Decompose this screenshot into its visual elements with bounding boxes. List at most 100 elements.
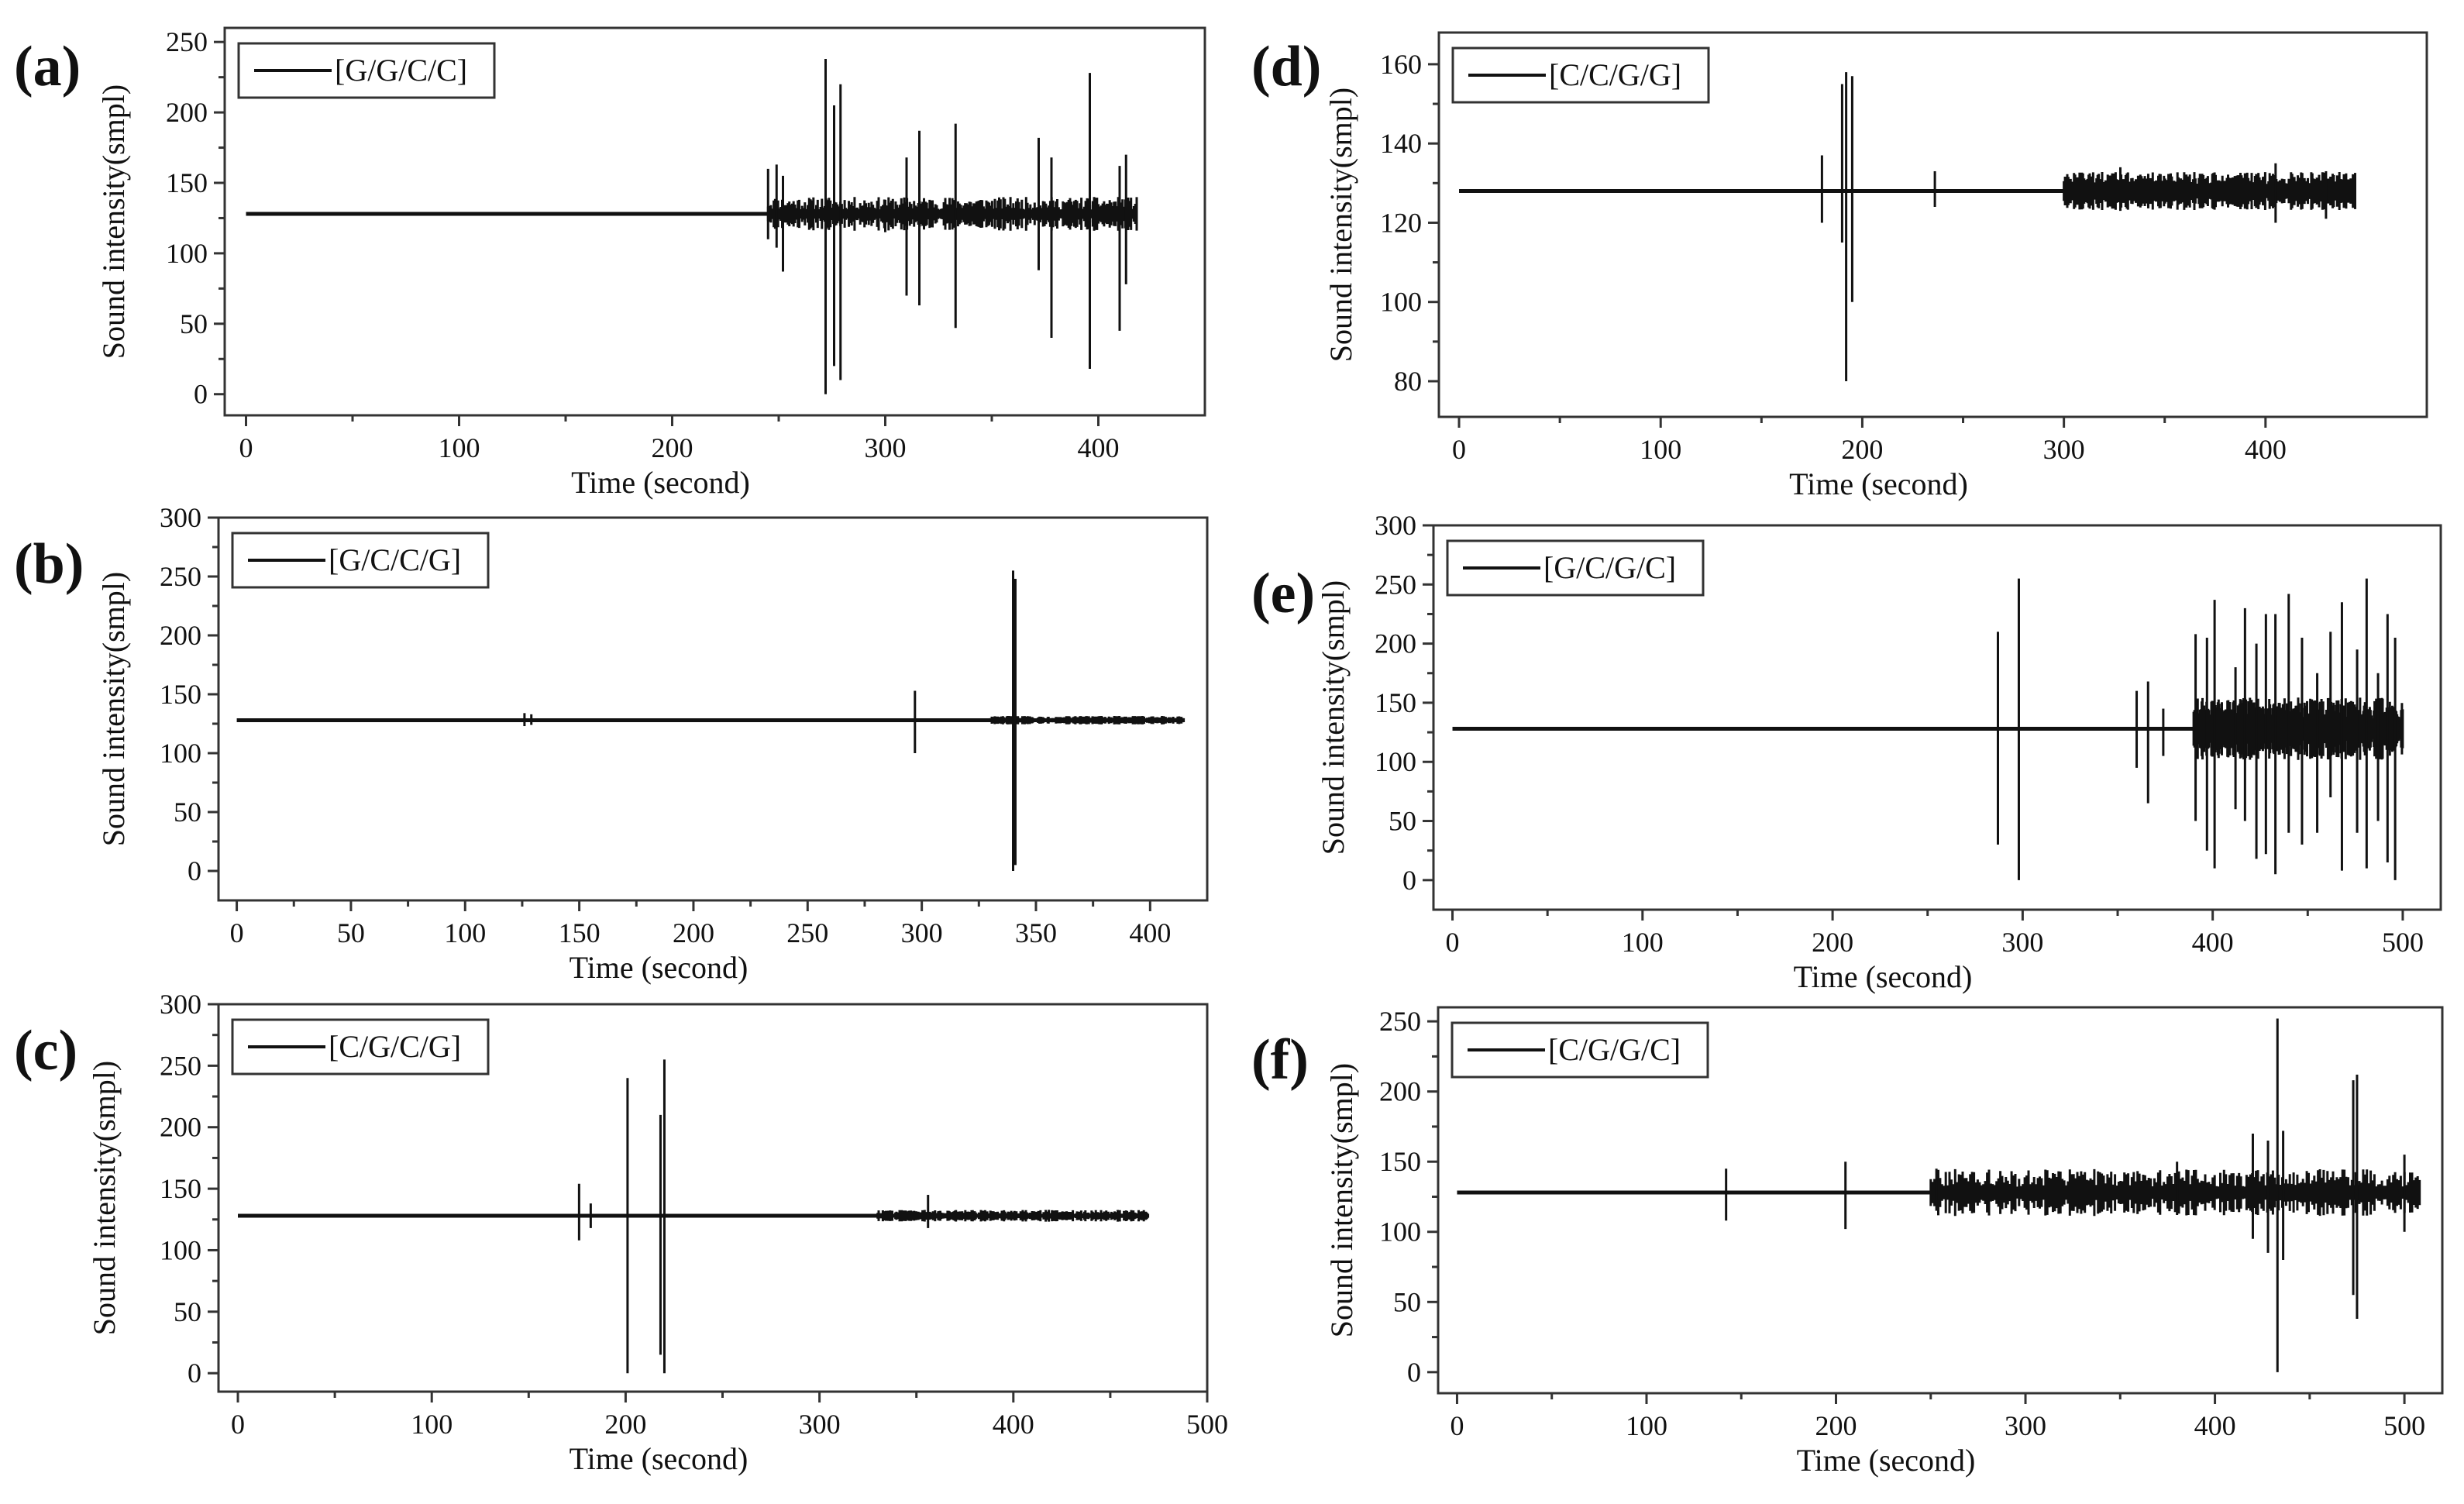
y-tick-label: 250 [160, 561, 201, 592]
x-tick-label: 200 [1815, 1410, 1857, 1441]
y-tick-label: 200 [1375, 628, 1416, 659]
y-tick-label: 200 [1379, 1076, 1421, 1107]
x-tick-label: 100 [1622, 927, 1664, 958]
x-axis-title: Time (second) [1789, 466, 1968, 501]
y-tick-label: 120 [1380, 207, 1422, 238]
plot-frame [217, 1003, 1209, 1393]
x-tick-label: 500 [2383, 1410, 2425, 1441]
y-tick-label: 0 [188, 855, 201, 886]
x-tick-label: 300 [2001, 927, 2043, 958]
x-tick-label: 500 [1186, 1409, 1228, 1440]
x-tick-label: 350 [1015, 917, 1057, 948]
y-tick-label: 100 [160, 738, 201, 769]
y-tick-label: 250 [1375, 569, 1416, 600]
x-tick-label: 400 [993, 1409, 1034, 1440]
y-tick-label: 80 [1394, 366, 1422, 397]
x-tick-label: 100 [411, 1409, 453, 1440]
y-tick-label: 0 [1402, 865, 1416, 896]
signal-noise [2063, 172, 2356, 210]
panel-label: (c) [14, 1019, 77, 1082]
legend-label: [C/G/G/C] [1548, 1032, 1681, 1067]
y-tick-label: 0 [194, 379, 208, 410]
x-tick-label: 300 [799, 1409, 841, 1440]
series-d [1459, 72, 2356, 381]
y-axis-title: Sound intensity(smpl) [1323, 88, 1358, 362]
x-tick-label: 100 [1640, 434, 1681, 465]
y-tick-label: 300 [1375, 510, 1416, 541]
series-e [1452, 578, 2404, 880]
x-tick-label: 300 [901, 917, 943, 948]
y-tick-label: 300 [160, 989, 201, 1020]
chart-panel-d: (d) 80 100 120 140 160 0 100 200 300 400 Time (seco… [1251, 31, 2428, 501]
x-tick-label: 200 [604, 1409, 646, 1440]
chart-panel-f: (f) 0 50 100 150 200 250 0 100 200 300 400 500 Time (… [1251, 1006, 2444, 1478]
x-axis-title: Time (second) [570, 950, 748, 985]
y-tick-label: 0 [1407, 1357, 1421, 1388]
series-c [238, 1059, 1150, 1374]
y-tick-label: 100 [1379, 1217, 1421, 1248]
x-tick-label: 100 [439, 432, 480, 463]
y-tick-label: 250 [1379, 1006, 1421, 1037]
y-tick-label: 100 [1375, 746, 1416, 777]
chart-panel-c: (c) 0 50 100 150 200 250 300 0 100 200 300 400 500 Tim… [14, 989, 1228, 1476]
series-a [246, 59, 1138, 394]
y-tick-label: 200 [166, 97, 208, 128]
x-tick-label: 150 [559, 917, 601, 948]
x-tick-label: 250 [786, 917, 828, 948]
x-tick-label: 0 [230, 917, 244, 948]
y-axis-title: Sound intensity(smpl) [1316, 580, 1351, 855]
legend-label: [C/G/C/G] [329, 1029, 461, 1064]
panel-label: (e) [1251, 562, 1315, 625]
x-tick-label: 0 [1446, 927, 1460, 958]
signal-noise [1929, 1168, 2421, 1217]
y-tick-label: 200 [160, 620, 201, 651]
legend-box [231, 532, 490, 589]
signal-noise [989, 716, 1186, 724]
y-tick-label: 150 [160, 1173, 201, 1204]
y-tick-label: 100 [166, 238, 208, 269]
y-axis-title: Sound intensity(smpl) [96, 84, 131, 359]
x-tick-label: 0 [1452, 434, 1466, 465]
y-tick-label: 150 [1375, 687, 1416, 718]
y-tick-label: 200 [160, 1112, 201, 1143]
x-tick-label: 100 [1626, 1410, 1667, 1441]
panel-label: (f) [1251, 1028, 1309, 1092]
y-tick-label: 160 [1380, 49, 1422, 80]
y-tick-label: 140 [1380, 128, 1422, 159]
x-axis-title: Time (second) [570, 1441, 748, 1476]
legend-label: [G/C/G/C] [1543, 550, 1676, 585]
panel-label: (d) [1251, 35, 1321, 98]
x-tick-label: 100 [444, 917, 486, 948]
x-tick-label: 400 [2245, 434, 2287, 465]
y-tick-label: 250 [166, 26, 208, 57]
y-tick-label: 100 [1380, 287, 1422, 318]
y-tick-label: 50 [1389, 806, 1416, 837]
chart-panel-e: (e) 0 50 100 150 200 250 300 0 100 200 300 400 500 Tim… [1251, 510, 2442, 994]
x-tick-label: 200 [673, 917, 714, 948]
signal-noise [2192, 697, 2404, 760]
series-b [236, 570, 1186, 871]
y-axis-title: Sound intensity(smpl) [87, 1061, 122, 1335]
signal-noise [876, 1210, 1150, 1222]
x-tick-label: 400 [1129, 917, 1171, 948]
x-axis-title: Time (second) [1794, 959, 1973, 994]
x-tick-label: 200 [1841, 434, 1883, 465]
plot-frame [217, 516, 1209, 902]
y-tick-label: 50 [180, 308, 208, 339]
y-axis-title: Sound intensity(smpl) [96, 572, 131, 846]
y-tick-label: 0 [188, 1358, 201, 1389]
legend-label: [C/C/G/G] [1549, 57, 1681, 92]
panel-label: (b) [14, 532, 84, 596]
series-f [1457, 1018, 2421, 1372]
y-tick-label: 300 [160, 502, 201, 533]
x-tick-label: 300 [2043, 434, 2085, 465]
y-tick-label: 50 [174, 1296, 201, 1327]
plot-frame [1432, 524, 2442, 911]
y-tick-label: 150 [160, 679, 201, 710]
y-tick-label: 250 [160, 1050, 201, 1081]
x-tick-label: 400 [2194, 1410, 2236, 1441]
x-tick-label: 500 [2382, 927, 2424, 958]
signal-noise [766, 197, 1138, 231]
x-tick-label: 0 [231, 1409, 245, 1440]
